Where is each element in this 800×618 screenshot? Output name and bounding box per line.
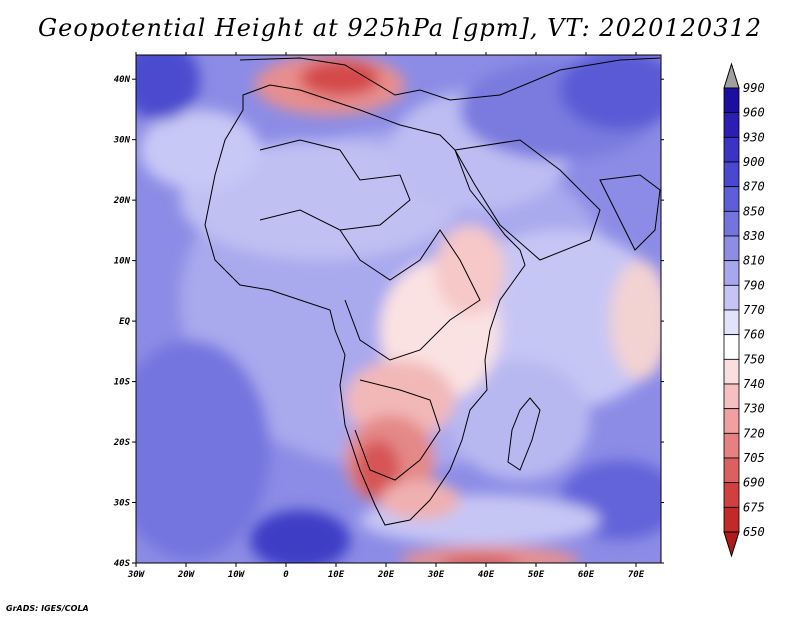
lon-tick-label: 10E — [328, 570, 345, 580]
colorbar-swatch — [723, 358, 740, 385]
colorbar-level-label: 900 — [743, 155, 765, 169]
coastlines — [204, 57, 661, 526]
borders-central — [339, 229, 481, 361]
lat-tick-label: 30N — [113, 136, 131, 146]
lon-tick-label: 30E — [427, 570, 445, 580]
colorbar-level-label: 990 — [743, 81, 765, 95]
colorbar-level-label: 870 — [743, 180, 765, 194]
colorbar-swatch — [723, 112, 740, 138]
colorbar-level-label: 810 — [743, 254, 765, 268]
colorbar-level-label: 675 — [743, 500, 765, 514]
colorbar-swatch — [723, 482, 740, 508]
map-frame — [135, 54, 662, 564]
lon-tick-label: 40E — [478, 570, 495, 580]
colorbar-swatch — [723, 309, 740, 336]
lon-tick-label: 70E — [628, 570, 645, 580]
colorbar-swatch — [723, 383, 740, 410]
borders-north — [259, 139, 411, 231]
colorbar-level-label: 750 — [743, 352, 765, 366]
colorbar-swatch — [723, 210, 740, 237]
india-outline — [599, 174, 661, 251]
colorbar-swatch — [723, 334, 740, 360]
colorbar-level-label: 850 — [743, 204, 765, 218]
colorbar-level-label: 730 — [743, 402, 765, 416]
colorbar-swatch — [723, 235, 740, 262]
colorbar-swatch — [723, 506, 740, 533]
colorbar-level-label: 790 — [743, 278, 765, 292]
colorbar-under-arrow — [723, 531, 740, 558]
arabia-outline — [454, 139, 601, 261]
colorbar-level-label: 720 — [743, 426, 765, 440]
colorbar-swatch — [723, 457, 740, 484]
lat-tick-label: 40S — [114, 559, 131, 569]
latitude-axis: 40N 30N 20N 10N EQ 10S 20S 30S 40S — [113, 75, 664, 569]
lon-tick-label: 10W — [228, 570, 246, 580]
colorbar: 990 960 930 900 870 850 830 810 790 770 760 750 740 7… — [723, 62, 765, 558]
map-title: Geopotential Height at 925hPa [gpm], VT:… — [38, 14, 762, 42]
colorbar-level-label: 760 — [743, 328, 765, 342]
lon-tick-label: 20E — [377, 570, 395, 580]
longitude-axis: 30W 20W 10W 0 10E 20E 30E 40E 50E 60E 70E — [127, 52, 645, 580]
colorbar-level-label: 930 — [743, 130, 765, 144]
lat-tick-label: 10S — [114, 378, 131, 388]
colorbar-swatch — [723, 432, 740, 459]
lat-tick-label: 20N — [113, 196, 131, 206]
borders-south — [354, 379, 441, 481]
lon-tick-label: 50E — [528, 570, 545, 580]
colorbar-swatch — [723, 284, 740, 311]
lat-tick-label: 40N — [114, 75, 131, 85]
colorbar-level-label: 690 — [743, 476, 765, 490]
africa-coastline — [204, 84, 526, 526]
colorbar-level-label: 830 — [743, 229, 765, 243]
lat-tick-label: 10N — [114, 257, 131, 267]
europe-coast — [239, 57, 661, 101]
madagascar-outline — [507, 397, 541, 471]
lat-tick-label: 30S — [113, 499, 131, 509]
lon-tick-label: 0 — [283, 570, 289, 580]
colorbar-swatch — [723, 161, 740, 188]
colorbar-swatch — [723, 408, 740, 434]
colorbar-swatch — [723, 87, 740, 114]
grads-credit: GrADS: IGES/COLA — [6, 604, 89, 613]
lat-tick-label: 20S — [113, 438, 131, 448]
lat-tick-label: EQ — [119, 317, 130, 327]
colorbar-swatch — [723, 136, 740, 163]
colorbar-level-label: 705 — [743, 451, 765, 465]
colorbar-swatch — [723, 186, 740, 212]
colorbar-level-label: 650 — [743, 525, 765, 539]
lon-tick-label: 60E — [578, 570, 595, 580]
colorbar-over-arrow — [723, 62, 740, 89]
colorbar-level-label: 770 — [743, 303, 765, 317]
lon-tick-label: 20W — [177, 570, 196, 580]
lon-tick-label: 30W — [127, 570, 146, 580]
colorbar-level-label: 740 — [743, 377, 765, 391]
colorbar-level-label: 960 — [743, 106, 765, 120]
geopotential-field — [136, 55, 661, 563]
colorbar-swatch — [723, 260, 740, 286]
